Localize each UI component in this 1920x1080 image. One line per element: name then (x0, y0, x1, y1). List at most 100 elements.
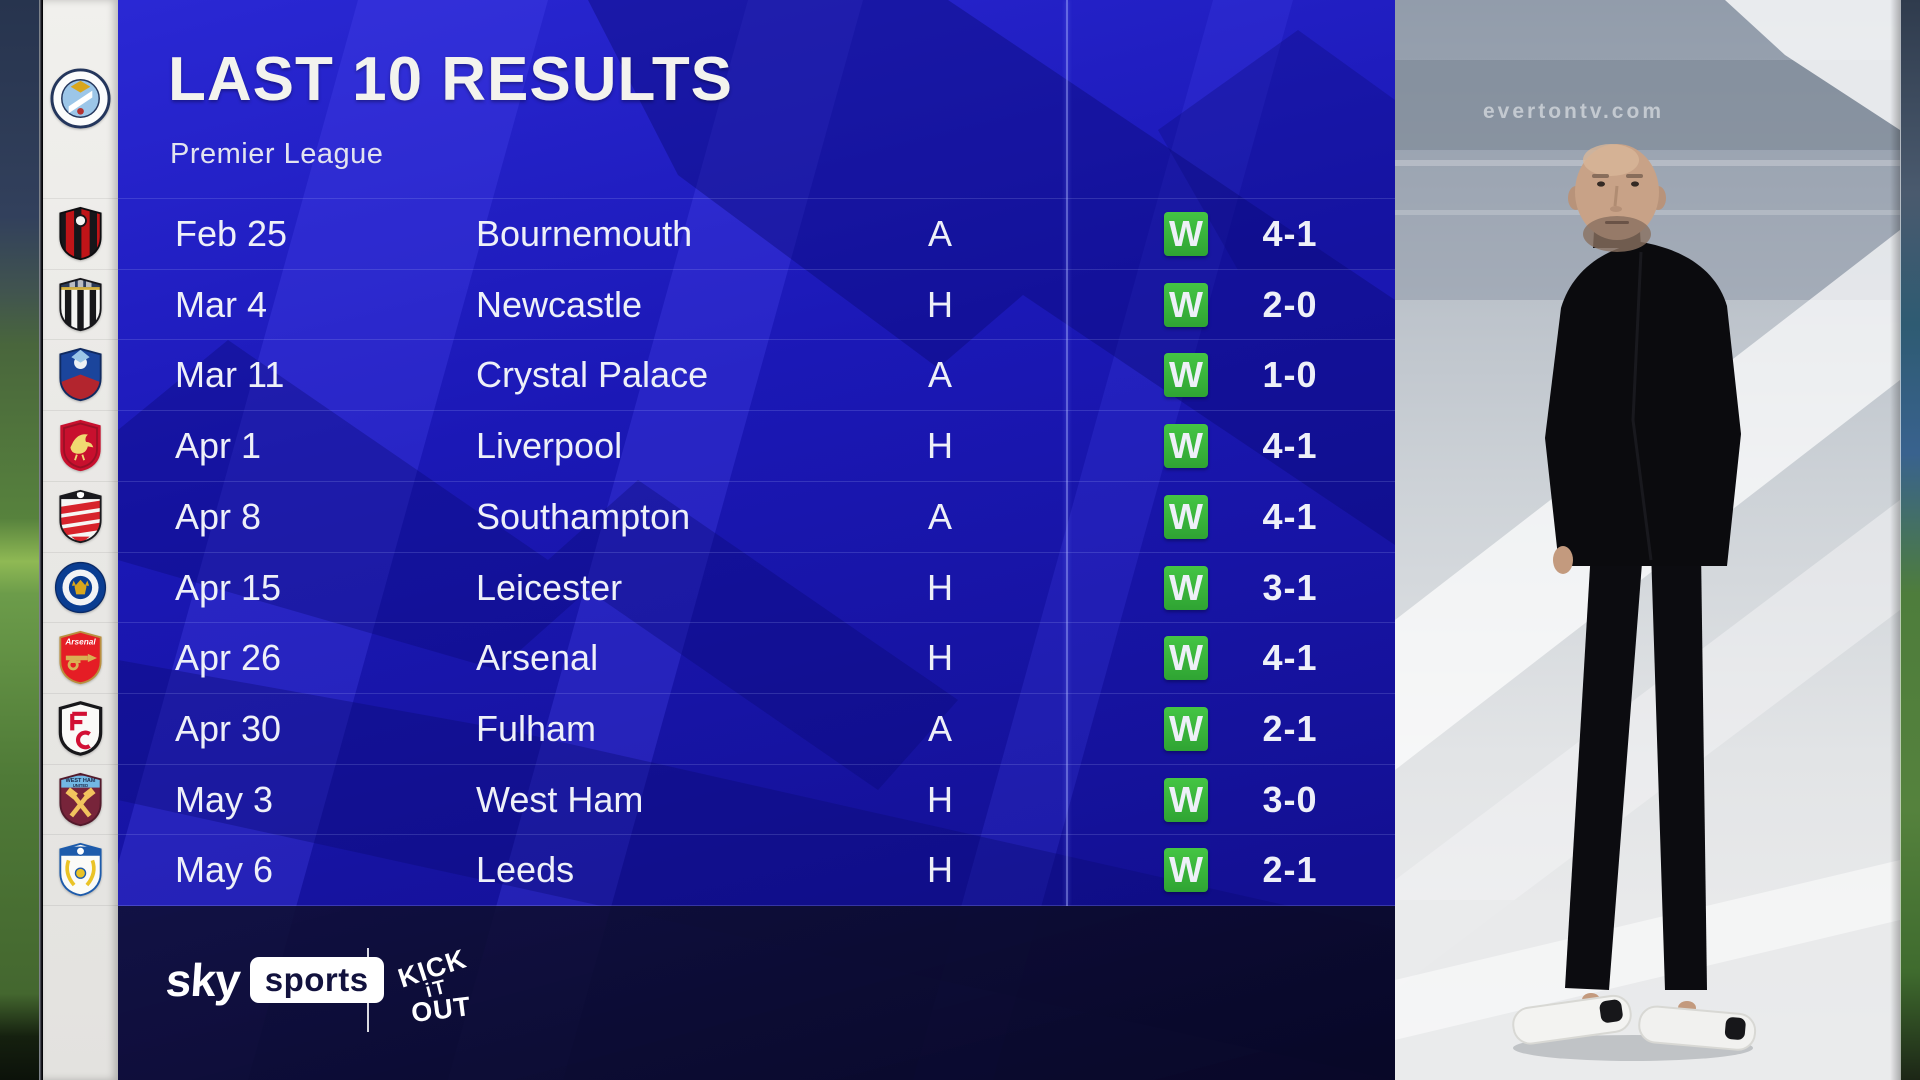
opponent-name: West Ham (476, 778, 644, 820)
match-date: Apr 8 (175, 495, 262, 537)
southampton-crest-icon (59, 489, 102, 543)
match-date: May 3 (175, 778, 274, 820)
match-date: May 6 (175, 849, 274, 891)
opponent-name: Bournemouth (476, 213, 693, 254)
sky-sports-logo: sky sports (164, 954, 384, 1006)
opponent-name: Crystal Palace (476, 354, 709, 396)
venue-indicator: A (927, 707, 952, 749)
result-badge: W (1164, 706, 1208, 751)
afc-bournemouth-crest-icon (59, 206, 102, 261)
result-badge: W (1164, 212, 1208, 256)
result-row: Mar 4 Newcastle H W 2-0 (118, 268, 1395, 340)
kick-it-out-line3: OUT (409, 990, 473, 1028)
strip-row-divider (43, 410, 118, 412)
arsenal-crest: Arsenal (54, 630, 107, 685)
venue-indicator: H (927, 778, 953, 820)
result-row: Apr 8 Southampton A W 4-1 (118, 480, 1395, 552)
strip-row-divider (43, 198, 118, 199)
strip-row-divider (43, 339, 118, 341)
sports-logo-box: sports (249, 957, 384, 1003)
footer-band: sky sports KICK iT OUT (118, 906, 1395, 1080)
match-date: Mar 11 (175, 354, 285, 396)
manager-photo-area: evertontv.com (1395, 0, 1900, 1080)
stadium-video-right-edge (1900, 0, 1920, 1080)
result-badge: W (1164, 494, 1208, 539)
fulham-crest-icon (58, 701, 103, 756)
venue-indicator: H (927, 425, 953, 467)
result-badge: W (1164, 636, 1208, 681)
venue-indicator: H (927, 283, 953, 325)
result-badge: W (1164, 565, 1208, 610)
southampton-crest (54, 489, 107, 544)
opponent-name: Arsenal (476, 637, 599, 679)
strip-row-divider (43, 905, 118, 906)
match-date: Feb 25 (175, 213, 288, 254)
crystal-palace-crest-icon (59, 348, 102, 402)
team-badge-strip: Arsenal WEST HAM UNITED (43, 0, 118, 1080)
column-divider-line (1066, 0, 1068, 906)
match-date: Apr 26 (175, 637, 282, 679)
result-row: Apr 26 Arsenal H W 4-1 (118, 622, 1395, 693)
venue-indicator: H (927, 566, 953, 608)
sky-logo-word: sky (164, 954, 242, 1006)
stadium-hoarding-text: evertontv.com (1483, 100, 1664, 123)
match-score: 2-1 (1262, 849, 1318, 891)
crystal-palace-crest (54, 347, 107, 402)
kick-it-out-logo: KICK iT OUT (385, 938, 489, 1042)
manchester-city-crest-icon (50, 68, 111, 129)
manchester-city-crest (49, 67, 112, 130)
result-badge: W (1164, 424, 1208, 469)
leeds-united-crest-icon (59, 843, 102, 897)
newcastle-united-crest-icon (59, 277, 102, 331)
match-score: 2-1 (1262, 707, 1318, 749)
stadium-backdrop-and-manager (1395, 0, 1900, 1080)
opponent-name: Leeds (476, 849, 575, 891)
result-badge: W (1164, 848, 1208, 893)
result-badge: W (1164, 353, 1208, 398)
liverpool-crest-icon (60, 419, 101, 472)
venue-indicator: A (927, 495, 952, 537)
result-row: Apr 15 Leicester H W 3-1 (118, 551, 1395, 623)
svg-text:UNITED: UNITED (73, 783, 88, 788)
match-score: 4-1 (1262, 495, 1318, 537)
match-date: Mar 4 (175, 283, 268, 325)
strip-row-divider (43, 480, 118, 482)
west-ham-crest: WEST HAM UNITED (54, 772, 107, 827)
match-date: Apr 1 (175, 425, 262, 467)
svg-text:Arsenal: Arsenal (64, 638, 96, 647)
bournemouth-crest (54, 206, 107, 261)
manager-figure (1512, 144, 1757, 1061)
venue-indicator: H (927, 849, 953, 891)
strip-row-divider (43, 622, 118, 624)
opponent-name: Leicester (476, 566, 623, 608)
svg-text:WEST HAM: WEST HAM (66, 778, 96, 784)
strip-row-divider (43, 763, 118, 765)
match-date: Apr 15 (175, 566, 282, 608)
strip-row-divider (43, 551, 118, 553)
arsenal-crest-icon: Arsenal (59, 631, 102, 685)
newcastle-crest (54, 277, 107, 332)
venue-indicator: H (927, 637, 953, 679)
page-subtitle: Premier League (170, 138, 384, 170)
fulham-crest (54, 701, 107, 756)
opponent-name: Liverpool (476, 425, 623, 467)
match-score: 4-1 (1262, 213, 1318, 254)
stadium-video-left-edge (0, 0, 43, 1080)
venue-indicator: A (927, 354, 952, 396)
result-row: Apr 30 Fulham A W 2-1 (118, 692, 1395, 764)
match-score: 1-0 (1262, 354, 1318, 396)
result-row: Mar 11 Crystal Palace A W 1-0 (118, 339, 1395, 410)
match-date: Apr 30 (175, 707, 282, 749)
match-score: 2-0 (1262, 283, 1318, 325)
liverpool-crest (54, 418, 107, 473)
results-panel: LAST 10 RESULTS Premier League Feb 25 Bou… (118, 0, 1395, 1080)
leeds-crest (54, 842, 107, 897)
results-table: Feb 25 Bournemouth A W 4-1 Mar 4 Newcastle H W 2-… (118, 198, 1395, 906)
strip-row-divider (43, 692, 118, 694)
match-score: 4-1 (1262, 637, 1318, 679)
leicester-city-crest-icon (54, 561, 107, 613)
result-badge: W (1164, 777, 1208, 822)
strip-row-divider (43, 834, 118, 836)
